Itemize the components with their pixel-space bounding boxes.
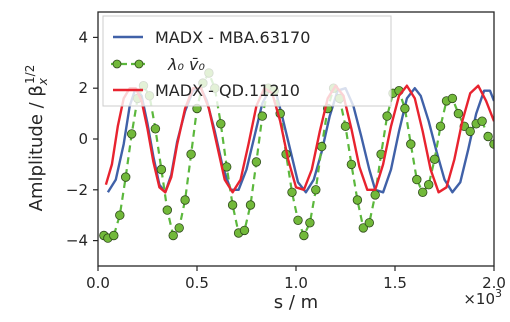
series-line-3 — [104, 84, 494, 194]
x-tick-label: 0.5 — [185, 274, 209, 292]
data-point — [227, 200, 238, 210]
data-point — [150, 124, 161, 134]
data-point — [180, 195, 190, 205]
data-point — [346, 159, 357, 170]
x-tick-label: 1.0 — [284, 274, 308, 292]
data-point — [162, 205, 173, 215]
x-tick-label: 2.0 — [482, 274, 506, 292]
data-point — [251, 157, 262, 167]
x-axis-label: s / m — [274, 292, 318, 313]
x-tick-label: 0.0 — [86, 274, 110, 292]
data-point — [352, 195, 363, 205]
data-point — [447, 93, 458, 104]
x-multiplier: ×103 — [463, 287, 502, 308]
data-point — [406, 139, 416, 149]
data-point — [418, 187, 428, 198]
data-point — [305, 218, 315, 228]
legend-marker-series-2-a — [112, 59, 122, 69]
data-point — [429, 154, 440, 165]
data-point — [126, 129, 137, 139]
data-point — [245, 200, 256, 210]
data-point — [370, 190, 380, 200]
data-point — [115, 210, 125, 220]
data-point — [435, 121, 446, 132]
data-point — [412, 174, 422, 185]
x-multiplier-exponent: 3 — [495, 287, 502, 300]
data-point — [358, 223, 369, 233]
data-point — [364, 218, 375, 228]
data-point — [453, 108, 464, 119]
data-point — [120, 172, 131, 182]
data-point — [424, 179, 434, 190]
y-tick-label: 4 — [78, 28, 88, 46]
y-tick-label: −2 — [66, 181, 88, 199]
y-tick-label: 2 — [78, 79, 88, 97]
data-point — [477, 116, 487, 126]
data-point — [257, 111, 268, 121]
data-point — [109, 230, 119, 241]
y-ticks: −4 −2 0 2 4 — [66, 28, 98, 250]
data-point — [293, 215, 303, 226]
y-axis-label-main: Amlplitude / β — [26, 85, 47, 211]
x-tick-label: 1.5 — [383, 274, 407, 292]
legend-label-series-2: λ₀ v̄₀ — [167, 55, 205, 74]
legend-label-series-3: MADX - QD.11210 — [155, 81, 300, 100]
data-point — [174, 223, 184, 233]
data-point — [400, 103, 410, 114]
legend-marker-series-2-b — [134, 59, 144, 69]
data-point — [489, 139, 494, 149]
x-multiplier-base: ×10 — [463, 290, 495, 308]
y-tick-label: 0 — [78, 130, 88, 148]
data-point — [156, 164, 167, 175]
y-axis-label: Amlplitude / βx1/2 — [23, 65, 50, 212]
legend-box — [102, 15, 392, 107]
y-axis-label-subscript: x — [36, 77, 50, 86]
legend: MADX - MBA.63170 λ₀ v̄₀ MADX - QD.11210 — [102, 15, 392, 107]
data-point — [382, 111, 392, 121]
data-point — [287, 187, 297, 198]
data-point — [186, 149, 196, 159]
y-axis-label-superscript: 1/2 — [23, 65, 37, 84]
data-point — [168, 230, 178, 241]
x-ticks: 0.0 0.5 1.0 1.5 2.0 — [86, 266, 506, 292]
legend-label-series-1: MADX - MBA.63170 — [155, 28, 310, 47]
data-point — [483, 131, 493, 142]
data-point — [311, 185, 321, 195]
data-point — [317, 141, 327, 152]
y-tick-label: −4 — [66, 232, 88, 250]
data-point — [239, 225, 250, 236]
data-point — [299, 230, 309, 241]
data-point — [465, 126, 475, 137]
data-point — [340, 121, 351, 132]
data-point — [216, 119, 226, 129]
